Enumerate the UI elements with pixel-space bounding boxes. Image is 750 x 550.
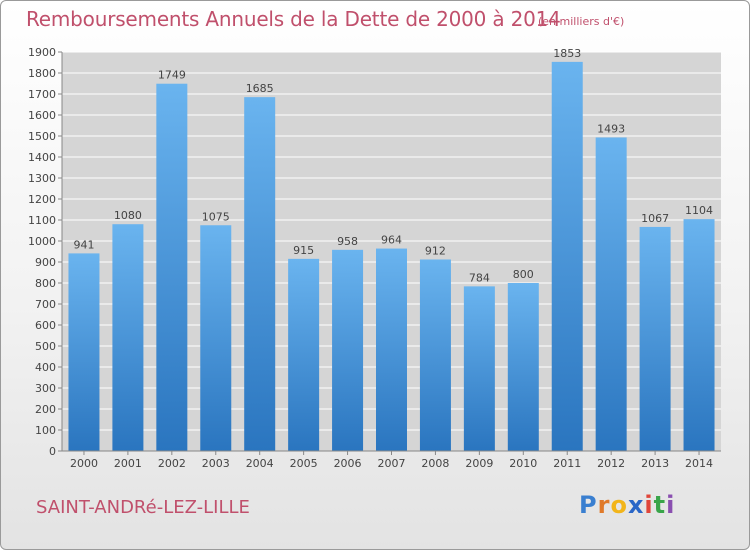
brand-letter: i xyxy=(666,491,676,519)
data-label: 915 xyxy=(293,244,314,257)
bar xyxy=(683,219,715,451)
x-tick-label: 2005 xyxy=(290,457,318,470)
data-label: 958 xyxy=(337,235,358,248)
x-tick-label: 2006 xyxy=(334,457,362,470)
bar xyxy=(507,283,539,451)
y-tick-label: 1100 xyxy=(28,214,56,227)
x-tick-label: 2008 xyxy=(421,457,449,470)
y-tick-label: 1300 xyxy=(28,172,56,185)
y-tick-label: 1200 xyxy=(28,193,56,206)
bar xyxy=(200,225,232,451)
data-label: 941 xyxy=(73,238,94,251)
x-tick-label: 2000 xyxy=(70,457,98,470)
x-tick-label: 2011 xyxy=(553,457,581,470)
y-tick-label: 700 xyxy=(35,298,56,311)
y-tick-label: 1800 xyxy=(28,67,56,80)
bar xyxy=(244,97,276,452)
y-tick-label: 900 xyxy=(35,256,56,269)
y-tick-label: 400 xyxy=(35,361,56,374)
data-label: 1853 xyxy=(553,47,581,60)
bar xyxy=(112,224,144,451)
y-tick-label: 1700 xyxy=(28,88,56,101)
y-tick-label: 200 xyxy=(35,403,56,416)
data-label: 1493 xyxy=(597,122,625,135)
x-tick-label: 2009 xyxy=(465,457,493,470)
x-tick-label: 2013 xyxy=(641,457,669,470)
y-tick-label: 500 xyxy=(35,340,56,353)
data-label: 784 xyxy=(469,271,490,284)
y-tick-label: 1400 xyxy=(28,151,56,164)
brand-letter: t xyxy=(653,491,667,519)
data-label: 1749 xyxy=(158,69,186,82)
bar xyxy=(463,286,495,451)
data-label: 1104 xyxy=(685,204,713,217)
y-tick-label: 800 xyxy=(35,277,56,290)
bar xyxy=(68,253,100,451)
bar xyxy=(551,61,583,452)
data-label: 1685 xyxy=(246,82,274,95)
chart-subtitle: (en milliers d'€) xyxy=(538,15,625,28)
bar xyxy=(595,137,627,451)
data-label: 800 xyxy=(513,268,534,281)
commune-name: SAINT-ANDRé-LEZ-LILLE xyxy=(36,497,250,518)
brand-letter: r xyxy=(597,491,611,519)
x-tick-label: 2010 xyxy=(509,457,537,470)
bar xyxy=(288,258,320,451)
brand-letter: P xyxy=(579,491,598,519)
brand-letter: i xyxy=(644,491,654,519)
brand-letter: o xyxy=(610,491,628,519)
axes: 0 100 200 300 400 500 600 700 800 900 1000 1100 1200… xyxy=(28,46,721,470)
x-tick-label: 2007 xyxy=(378,457,406,470)
data-label: 964 xyxy=(381,234,402,247)
y-tick-label: 1500 xyxy=(28,130,56,143)
y-tick-label: 1900 xyxy=(28,46,56,59)
y-tick-label: 1000 xyxy=(28,235,56,248)
data-label: 1080 xyxy=(114,209,142,222)
data-label: 1075 xyxy=(202,210,230,223)
bar xyxy=(419,259,451,451)
x-tick-label: 2003 xyxy=(202,457,230,470)
y-tick-label: 600 xyxy=(35,319,56,332)
bar xyxy=(639,226,671,451)
y-tick-label: 100 xyxy=(35,424,56,437)
bar xyxy=(332,249,364,451)
y-tick-label: 0 xyxy=(49,445,56,458)
x-tick-label: 2002 xyxy=(158,457,186,470)
x-tick-label: 2014 xyxy=(685,457,713,470)
y-tick-label: 300 xyxy=(35,382,56,395)
bars: 941 1080 1749 1075 1685 915 958 964 912 784 800 185… xyxy=(68,47,715,452)
proxiti-logo[interactable]: Proxiti xyxy=(579,491,675,519)
bar xyxy=(376,248,407,451)
x-tick-label: 2012 xyxy=(597,457,625,470)
data-label: 1067 xyxy=(641,212,669,225)
data-label: 912 xyxy=(425,244,446,257)
x-tick-label: 2004 xyxy=(246,457,274,470)
brand-letter: x xyxy=(627,491,645,519)
x-tick-label: 2001 xyxy=(114,457,142,470)
bar xyxy=(156,83,188,452)
y-tick-label: 1600 xyxy=(28,109,56,122)
chart-title: Remboursements Annuels de la Dette de 20… xyxy=(26,7,561,31)
